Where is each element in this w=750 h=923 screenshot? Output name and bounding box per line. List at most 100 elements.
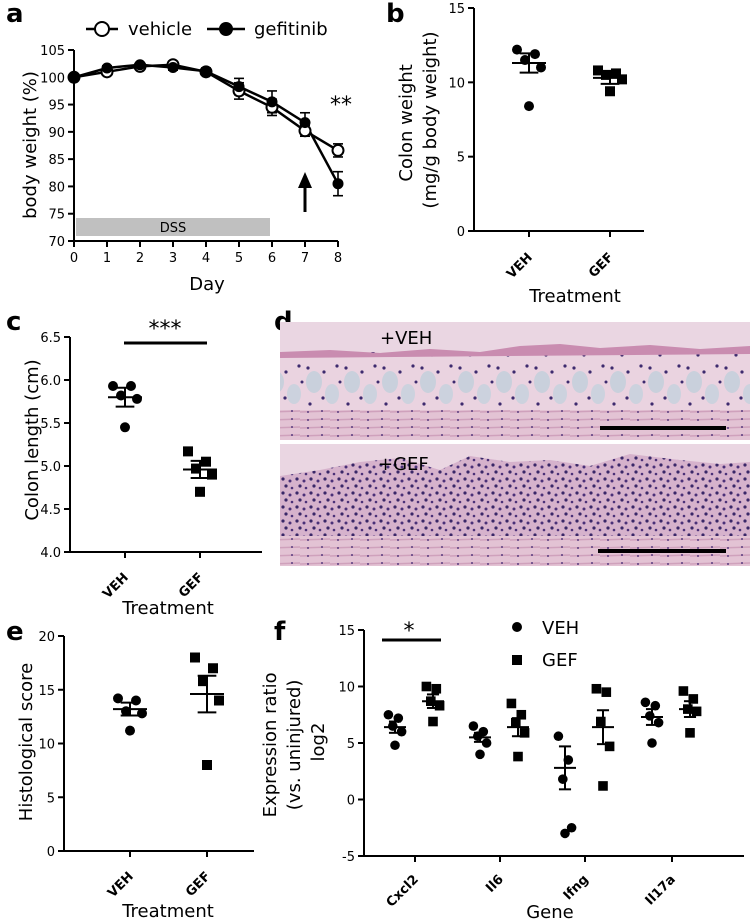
f-point-GEF-Il17a <box>691 706 702 717</box>
e-ytick-label: 20 <box>38 630 55 645</box>
d-top-epithelium <box>280 344 750 358</box>
f-point-GEF-Il6 <box>519 728 530 738</box>
e-point-VEH <box>113 693 123 704</box>
d-bottom-inflamed-mucosa <box>280 454 750 536</box>
f-point-GEF-Ifng <box>598 781 608 791</box>
f-point-GEF-Cxcl2 <box>431 683 442 694</box>
a-xtick-label: 8 <box>334 251 342 266</box>
f-point-GEF-Il6 <box>506 698 517 709</box>
a-point-gefitinib <box>332 178 344 190</box>
d-bottom-label: +GEF <box>378 454 429 475</box>
a-legend-gefitinib-label: gefitinib <box>254 19 328 40</box>
panel-c-dot-plot: Treatment Colon length (cm) *** 4.0 4.5 5.… <box>22 317 262 619</box>
f-point-GEF-Il6 <box>511 717 521 728</box>
e-point-GEF <box>202 760 212 770</box>
a-xtick-label: 4 <box>202 251 210 266</box>
b-ytick-label: 5 <box>457 151 465 166</box>
a-point-gefitinib <box>200 65 212 77</box>
a-ytick-label: 105 <box>40 44 65 59</box>
b-point-GEF <box>601 69 611 80</box>
f-point-VEH-Il17a <box>640 697 651 708</box>
panel-f-dot-plot: Gene Expression ratio (vs. uninjured) lo… <box>260 618 744 923</box>
b-ytick-label: 0 <box>457 225 465 240</box>
a-xtick-label: 0 <box>70 251 78 266</box>
f-point-GEF-Il17a <box>688 694 699 704</box>
panel-b-dot-plot: Treatment Colon weight (mg/g body weight… <box>396 2 644 307</box>
f-category-label: Ifng <box>561 872 592 903</box>
f-point-GEF-Ifng <box>596 716 606 727</box>
b-ytick-label: 10 <box>448 76 465 91</box>
a-point-gefitinib <box>101 62 113 74</box>
c-point-GEF <box>195 486 205 497</box>
e-point-GEF <box>214 695 224 706</box>
f-legend-veh-marker <box>512 622 522 632</box>
b-point-GEF <box>605 86 615 97</box>
f-y-axis-label: Expression ratio (vs. uninjured) log2 <box>260 667 329 818</box>
panel-d-histology: +VEH +GEF <box>280 322 750 566</box>
a-series-line-gefitinib <box>73 63 340 185</box>
a-x-axis-label: Day <box>189 274 225 295</box>
f-legend-gef-marker <box>512 655 522 665</box>
a-significance: ** <box>330 93 352 118</box>
a-arrow-head <box>298 172 312 188</box>
c-significance: *** <box>149 317 182 342</box>
a-xtick-label: 6 <box>268 251 276 266</box>
f-x-axis-label: Gene <box>526 902 574 923</box>
d-top-muscle <box>280 410 750 440</box>
a-dss-bar <box>76 218 270 236</box>
a-legend-vehicle-label: vehicle <box>128 19 192 40</box>
a-ytick-label: 70 <box>48 235 65 250</box>
c-point-VEH <box>132 393 142 404</box>
e-ytick-label: 15 <box>38 684 55 699</box>
c-ytick-label: 6.0 <box>40 374 61 389</box>
e-x-axis-label: Treatment <box>121 901 214 922</box>
f-point-VEH-Il6 <box>468 721 479 731</box>
e-point-VEH <box>131 695 141 706</box>
f-point-VEH-Cxcl2 <box>383 709 394 720</box>
panel-label-f: f <box>274 617 286 647</box>
e-ytick-label: 5 <box>47 791 55 806</box>
e-ytick-label: 10 <box>38 738 55 753</box>
a-point-gefitinib <box>167 61 179 73</box>
e-point-GEF <box>198 676 208 687</box>
c-point-GEF <box>207 469 217 480</box>
b-category-label: VEH <box>504 250 536 282</box>
a-legend: vehicle gefitinib <box>86 19 328 40</box>
c-point-VEH <box>120 422 130 433</box>
f-point-VEH-Cxcl2 <box>388 721 398 731</box>
c-ytick-label: 4.5 <box>40 503 61 518</box>
f-point-VEH-Cxcl2 <box>396 726 407 737</box>
panel-label-c: c <box>6 307 21 337</box>
f-point-VEH-Il6 <box>481 738 492 748</box>
f-ytick-label: 0 <box>347 794 355 809</box>
e-ytick-label: 0 <box>47 845 55 860</box>
a-legend-vehicle-marker <box>94 21 110 37</box>
b-point-GEF <box>617 74 627 85</box>
d-top-label: +VEH <box>380 328 432 349</box>
f-point-GEF-Il17a <box>678 686 689 696</box>
b-point-VEH <box>512 44 522 55</box>
a-ytick-label: 85 <box>48 153 65 168</box>
panel-label-b: b <box>386 0 405 29</box>
a-ytick-label: 100 <box>40 71 65 86</box>
panel-label-a: a <box>6 0 24 29</box>
a-ytick-label: 90 <box>48 126 65 141</box>
e-point-GEF <box>208 663 218 674</box>
a-point-vehicle <box>331 143 345 157</box>
e-category-label: VEH <box>105 869 137 901</box>
f-point-GEF-Cxcl2 <box>434 700 445 711</box>
f-point-GEF-Ifng <box>591 683 602 694</box>
b-x-axis-label: Treatment <box>528 286 621 307</box>
c-ytick-label: 4.0 <box>40 546 61 561</box>
b-ytick-label: 15 <box>448 2 465 17</box>
f-point-VEH-Ifng <box>566 822 577 833</box>
f-point-VEH-Il17a <box>647 738 657 748</box>
f-point-VEH-Il6 <box>475 749 485 760</box>
f-point-GEF-Il6 <box>516 709 527 720</box>
b-point-GEF <box>593 65 603 76</box>
a-ytick-label: 80 <box>48 180 65 195</box>
e-point-VEH <box>137 708 147 719</box>
f-category-label: Il17a <box>643 872 679 908</box>
c-point-GEF <box>183 446 193 457</box>
